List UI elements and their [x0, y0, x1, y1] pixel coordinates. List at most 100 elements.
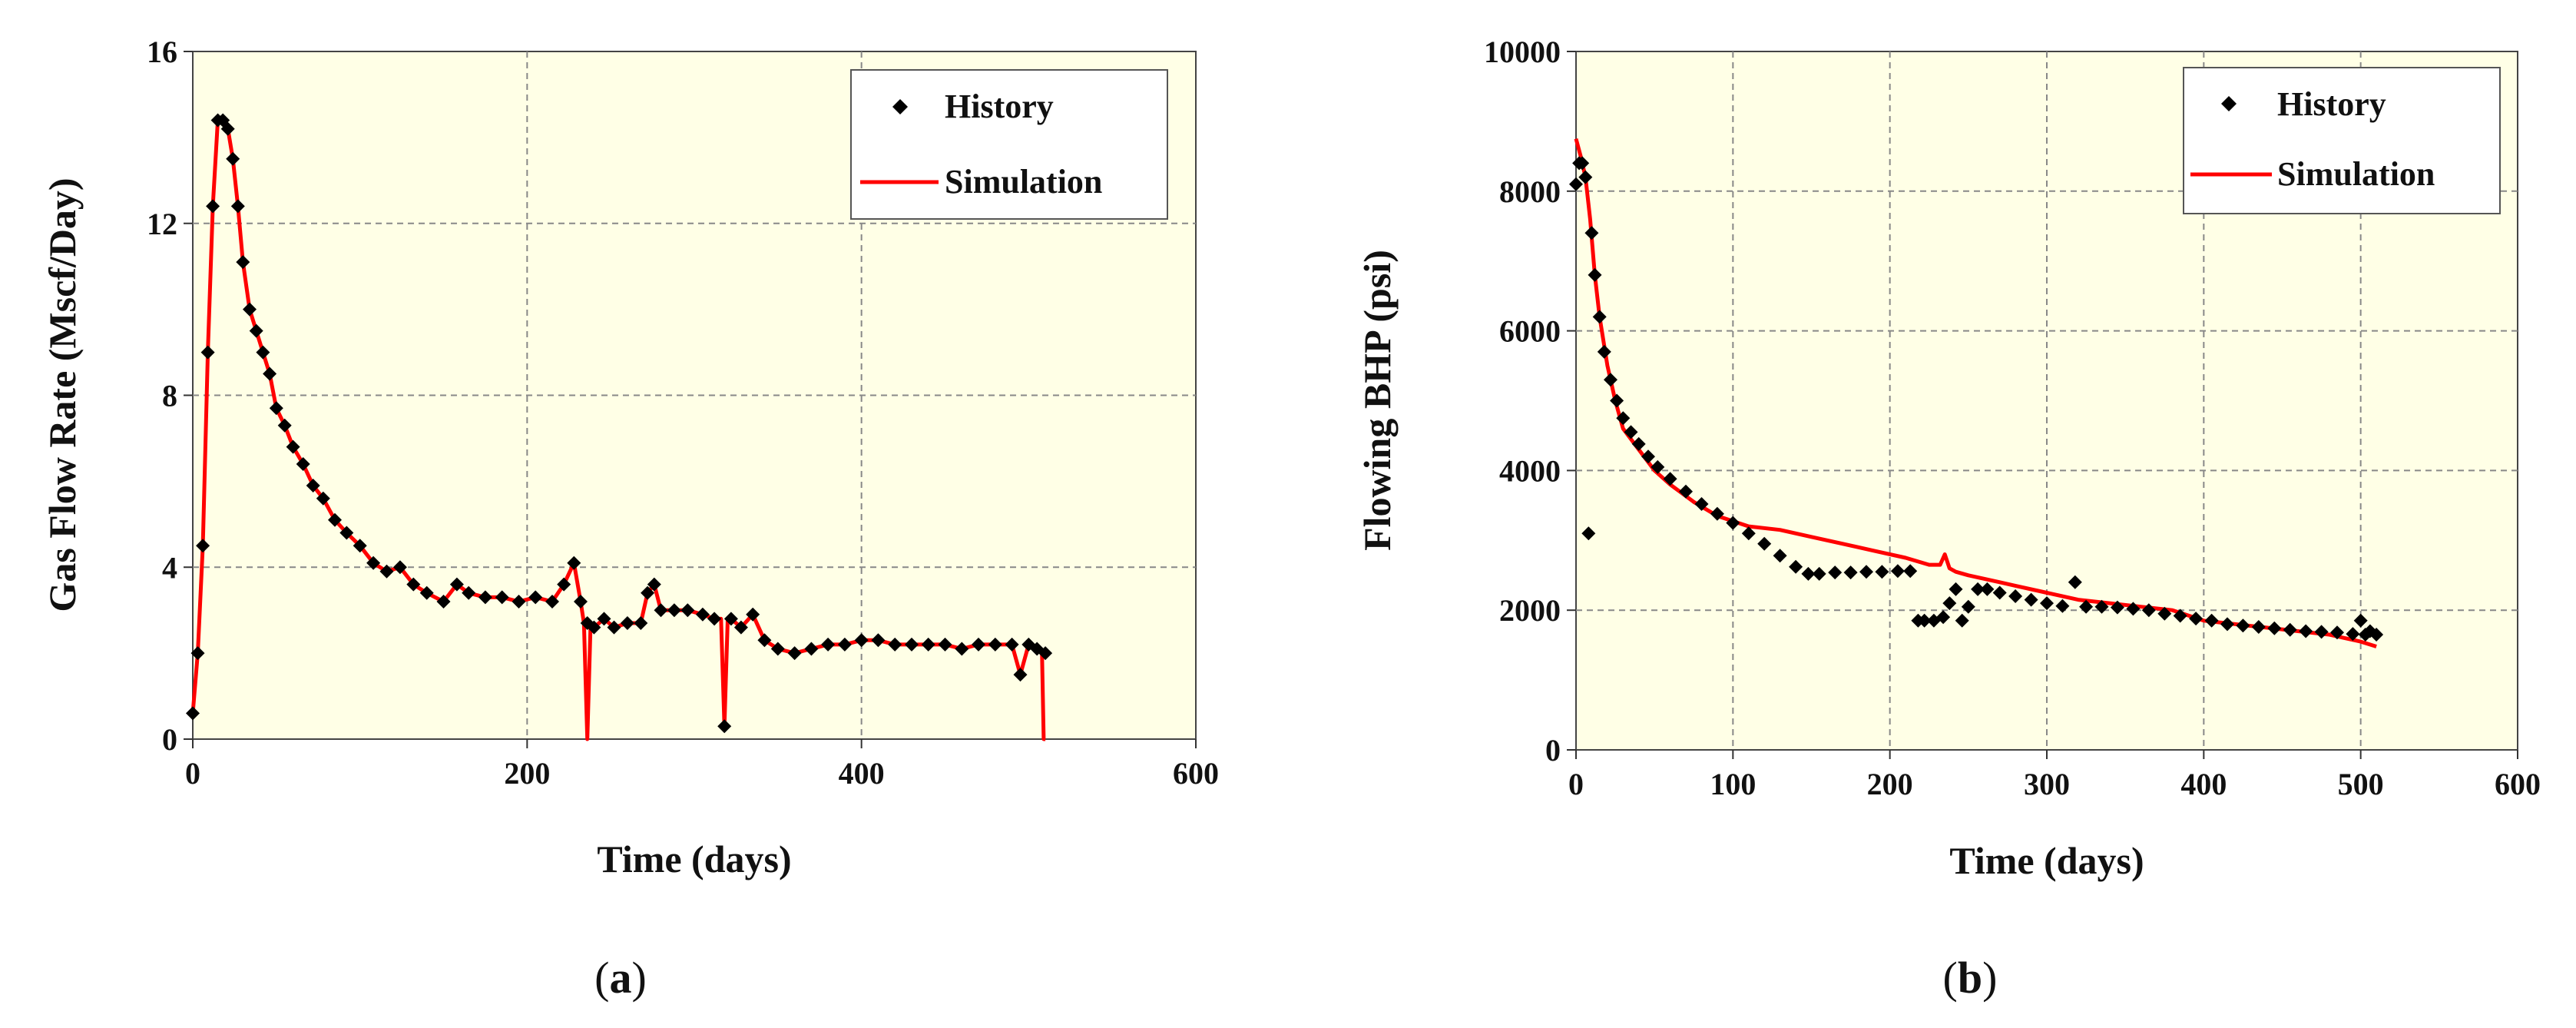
x-tick-label: 600	[2495, 767, 2541, 801]
history-point	[1604, 373, 1617, 387]
history-point	[1828, 565, 1843, 580]
history-point	[680, 603, 695, 618]
caption-b-letter: b	[1958, 953, 1982, 1003]
caption-a-open-paren: (	[594, 953, 609, 1003]
panel-a-legend-history-label: History	[945, 88, 1054, 125]
history-point	[2068, 575, 2082, 589]
history-point	[392, 560, 407, 575]
panel-a-x-axis-label: Time (days)	[597, 837, 791, 880]
history-point	[804, 642, 819, 656]
history-point	[717, 719, 732, 734]
history-point	[647, 577, 661, 592]
history-point	[379, 564, 394, 579]
caption-b: (b)	[1943, 953, 1998, 1003]
history-point	[587, 620, 601, 635]
history-point	[1980, 582, 1995, 596]
history-point	[2008, 589, 2023, 603]
history-point	[2346, 627, 2360, 642]
history-point	[2157, 606, 2172, 621]
history-point	[353, 539, 367, 553]
y-tick-label: 0	[162, 722, 177, 757]
caption-b-close-paren: )	[1982, 953, 1997, 1003]
history-point	[757, 633, 772, 648]
panel-b-history-series	[1569, 156, 2384, 642]
history-point	[1592, 310, 1607, 324]
history-point	[1801, 566, 1816, 581]
panel-b-flowing-bhp-chart: 0 100 200 300 400 500 600 0 2000 4000 6000 8000 100…	[1356, 35, 2541, 882]
x-tick-label: 600	[1173, 756, 1219, 791]
y-tick-label: 2000	[1499, 593, 1561, 628]
history-point	[419, 585, 434, 600]
history-point	[1610, 393, 1624, 408]
history-point	[2055, 599, 2070, 613]
history-point	[634, 616, 648, 630]
panel-a-legend-history-marker	[892, 99, 908, 114]
history-point	[1859, 565, 1873, 579]
history-point	[328, 512, 342, 527]
history-point	[286, 439, 300, 454]
history-point	[2110, 600, 2124, 615]
y-tick-label: 16	[147, 35, 177, 69]
history-point	[1890, 564, 1905, 579]
history-point	[2330, 625, 2344, 640]
history-point	[462, 585, 476, 600]
history-point	[1710, 506, 1724, 521]
history-point	[256, 345, 270, 360]
history-point	[557, 577, 571, 592]
panel-a-gas-flow-rate-chart: 0 200 400 600 0 4 8 12 16 Time (days) Gas Flow …	[41, 35, 1219, 880]
history-point	[1616, 411, 1631, 426]
y-tick-label: 4	[162, 550, 177, 585]
history-point	[2236, 618, 2250, 633]
history-point	[2024, 592, 2038, 607]
history-point	[263, 366, 277, 381]
caption-a: (a)	[594, 953, 647, 1003]
history-point	[196, 539, 210, 553]
history-point	[436, 595, 451, 609]
y-tick-label: 4000	[1499, 453, 1561, 488]
history-point	[1917, 613, 1932, 628]
history-point	[2267, 621, 2282, 635]
history-point	[339, 526, 354, 540]
history-point	[306, 479, 320, 492]
history-point	[733, 620, 748, 635]
history-point	[1663, 472, 1677, 486]
history-point	[1694, 497, 1709, 511]
history-point	[545, 595, 559, 609]
history-point	[1961, 599, 1975, 614]
history-point	[1942, 596, 1957, 611]
history-point	[1875, 565, 1889, 579]
history-point	[746, 607, 760, 622]
history-point	[1641, 449, 1655, 464]
history-point	[787, 646, 802, 661]
panel-b-x-tick-labels: 0 100 200 300 400 500 600	[1568, 767, 2541, 801]
panel-a-legend: History Simulation	[850, 69, 1168, 220]
history-point	[230, 199, 245, 214]
history-point	[2189, 612, 2204, 626]
x-tick-label: 400	[2180, 767, 2227, 801]
history-point	[770, 642, 785, 656]
history-point	[2126, 602, 2141, 616]
history-point	[269, 401, 283, 416]
history-point	[723, 612, 738, 626]
panel-b-legend-box	[2183, 67, 2501, 214]
history-point	[2283, 622, 2297, 637]
panel-b-legend: History Simulation	[2183, 67, 2501, 214]
history-point	[972, 637, 985, 652]
history-point	[1679, 484, 1693, 499]
history-point	[1936, 610, 1951, 625]
history-point	[871, 633, 886, 648]
history-point	[2079, 599, 2094, 614]
history-point	[1773, 549, 1787, 563]
history-point	[620, 616, 634, 630]
history-point	[220, 121, 235, 136]
history-point	[574, 595, 588, 609]
panel-a-axes	[184, 51, 1197, 748]
y-tick-label: 10000	[1484, 35, 1561, 69]
x-tick-label: 0	[1568, 767, 1584, 801]
panel-a-simulation-series	[190, 118, 1046, 741]
history-point	[190, 646, 205, 661]
history-point	[1992, 585, 2007, 600]
x-tick-label: 200	[1867, 767, 1913, 801]
x-tick-label: 300	[2024, 767, 2070, 801]
